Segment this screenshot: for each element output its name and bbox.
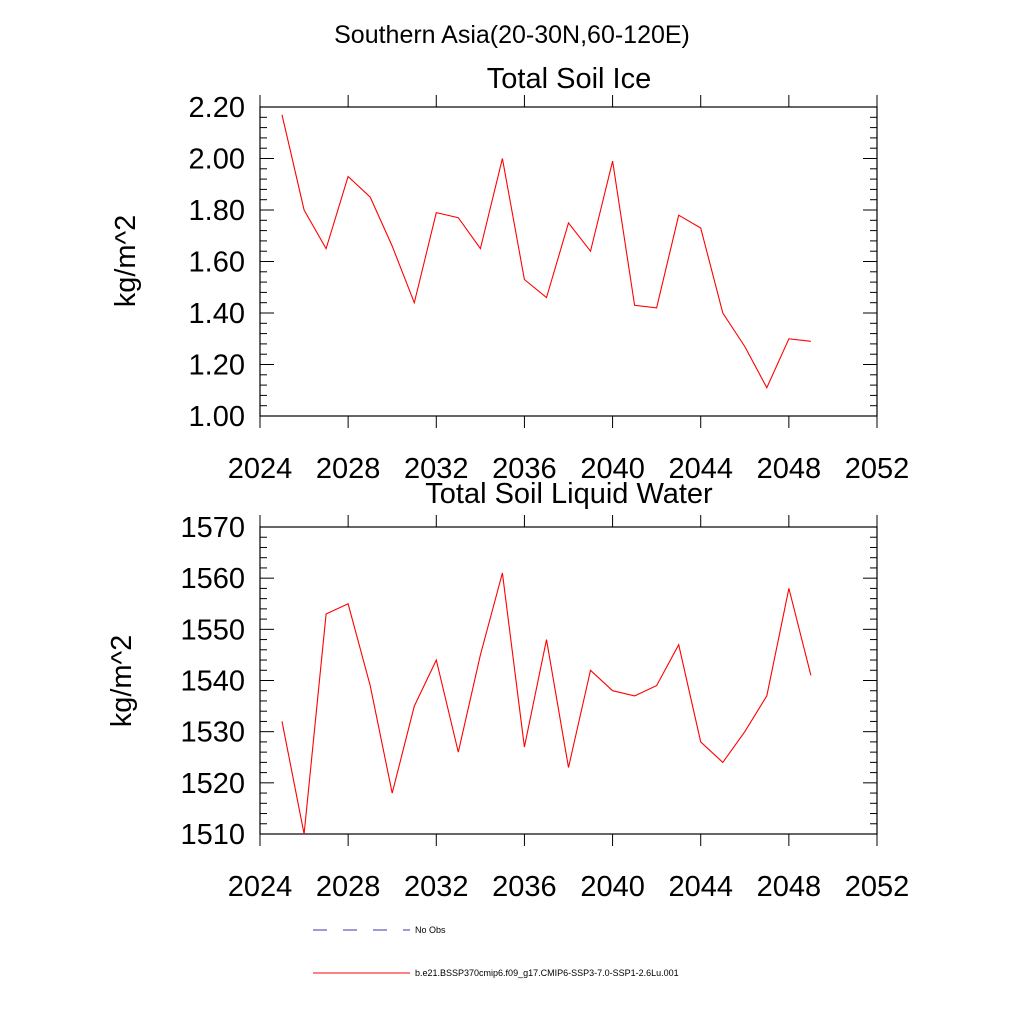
x-tick-label: 2032 — [404, 453, 469, 485]
x-tick-label: 2052 — [845, 871, 910, 903]
series-line — [281, 114, 811, 389]
x-tick-label: 2024 — [228, 871, 293, 903]
plot-frame — [259, 526, 878, 835]
y-tick-label: 1530 — [180, 717, 245, 749]
y-tick-label: 1.40 — [189, 298, 245, 330]
x-tick-label: 2040 — [580, 453, 645, 485]
legend-label-no-obs: No Obs — [415, 925, 446, 935]
panel-title: Total Soil Liquid Water — [425, 478, 713, 510]
x-tick-label: 2032 — [404, 871, 469, 903]
x-tick-label: 2048 — [757, 871, 822, 903]
y-axis-label: kg/m^2 — [106, 635, 138, 728]
x-tick-label: 2052 — [845, 453, 910, 485]
x-tick-label: 2024 — [228, 453, 293, 485]
x-tick-label: 2048 — [757, 453, 822, 485]
x-tick-label: 2044 — [668, 453, 733, 485]
legend-label-model: b.e21.BSSP370cmip6.f09_g17.CMIP6-SSP3-7.… — [415, 968, 679, 978]
y-tick-label: 1.00 — [189, 401, 245, 433]
x-tick-label: 2040 — [580, 871, 645, 903]
y-tick-label: 1560 — [180, 563, 245, 595]
series-line — [281, 572, 812, 835]
figure-title: Southern Asia(20-30N,60-120E) — [334, 21, 690, 49]
y-axis-label: kg/m^2 — [110, 215, 142, 308]
plot-frame — [259, 106, 878, 417]
y-tick-label: 1540 — [180, 666, 245, 698]
y-tick-label: 1570 — [180, 512, 245, 544]
x-tick-label: 2036 — [492, 453, 557, 485]
y-tick-label: 1.80 — [189, 195, 245, 227]
x-tick-label: 2028 — [316, 871, 381, 903]
y-tick-label: 1510 — [180, 819, 245, 851]
panel-title: Total Soil Ice — [487, 63, 651, 95]
y-tick-label: 1520 — [180, 768, 245, 800]
y-tick-label: 1.60 — [189, 247, 245, 279]
y-tick-label: 2.00 — [189, 144, 245, 176]
panel-total-soil-liquid-water: Total Soil Liquid Water kg/m^2 2024 2028 2… — [106, 478, 909, 903]
panel-total-soil-ice: Total Soil Ice kg/m^2 2024 2028 2032 2036 20… — [110, 63, 909, 485]
y-tick-label: 2.20 — [189, 92, 245, 124]
y-tick-label: 1.20 — [189, 350, 245, 382]
x-tick-label: 2036 — [492, 871, 557, 903]
y-tick-label: 1550 — [180, 614, 245, 646]
legend: No Obs b.e21.BSSP370cmip6.f09_g17.CMIP6-… — [313, 925, 679, 978]
x-tick-label: 2044 — [668, 871, 733, 903]
x-tick-label: 2028 — [316, 453, 381, 485]
